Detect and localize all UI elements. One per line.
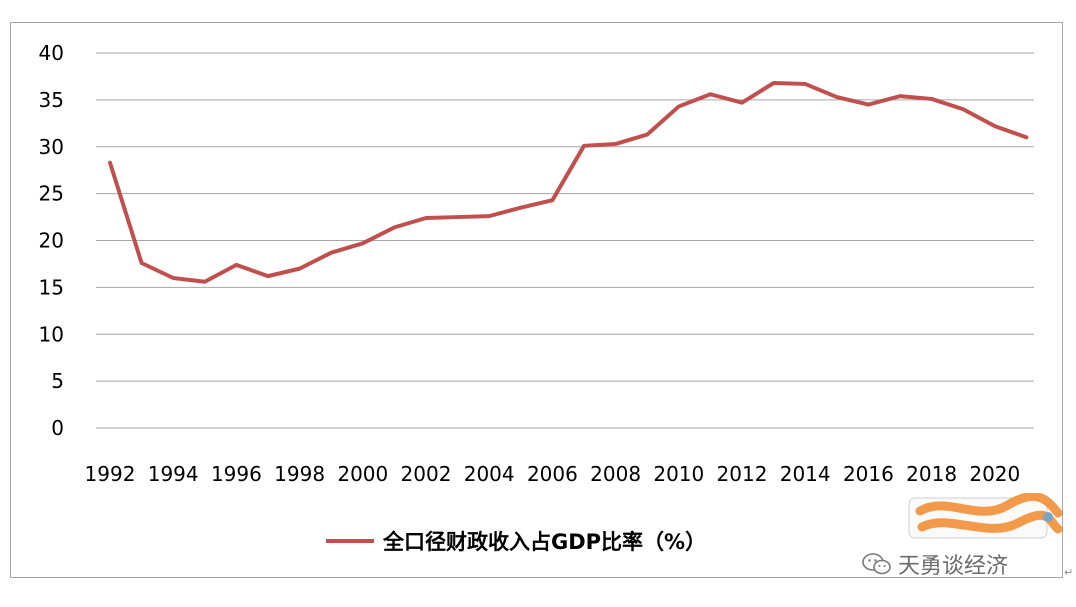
y-tick-label: 5: [51, 369, 64, 393]
x-tick-label: 1994: [148, 462, 199, 486]
x-tick-label: 2008: [590, 462, 641, 486]
x-tick-label: 2020: [969, 462, 1020, 486]
y-tick-label: 20: [39, 229, 64, 253]
x-tick-label: 2010: [653, 462, 704, 486]
y-tick-label: 40: [39, 41, 64, 65]
x-tick-label: 2006: [527, 462, 578, 486]
y-tick-label: 30: [39, 135, 64, 159]
legend-label: 全口径财政收入占GDP比率（%）: [382, 530, 706, 554]
x-tick-label: 1992: [85, 462, 136, 486]
x-tick-label: 2002: [401, 462, 452, 486]
x-tick-label: 2000: [337, 462, 388, 486]
series-line-0: [108, 81, 1029, 284]
y-axis-ticks: 0 5 10 15 20 25 30 35 40: [39, 41, 64, 440]
x-axis-ticks: 1992 1994 1996 1998 2000 2002 2004 2006 2008 2010…: [85, 462, 1021, 486]
y-tick-label: 10: [39, 322, 64, 346]
y-tick-label: 35: [39, 88, 64, 112]
grid-lines: [96, 52, 1034, 429]
watermark: 天勇谈经济: [862, 548, 1008, 580]
x-tick-label: 2004: [464, 462, 515, 486]
series-lines: [108, 81, 1029, 284]
x-tick-label: 2012: [717, 462, 768, 486]
paragraph-mark: ↵: [1064, 566, 1074, 579]
x-tick-label: 2014: [780, 462, 831, 486]
x-tick-label: 2018: [906, 462, 957, 486]
legend: 全口径财政收入占GDP比率（%）: [326, 530, 706, 554]
chart-frame: [10, 22, 1063, 578]
x-tick-label: 2016: [843, 462, 894, 486]
x-tick-label: 1998: [274, 462, 325, 486]
y-tick-label: 0: [51, 416, 64, 440]
wechat-icon: [862, 553, 891, 575]
y-tick-label: 25: [39, 182, 64, 206]
redaction-scribble: [908, 493, 1063, 539]
x-tick-label: 1996: [211, 462, 262, 486]
y-tick-label: 15: [39, 275, 64, 299]
watermark-text: 天勇谈经济: [898, 554, 1009, 579]
